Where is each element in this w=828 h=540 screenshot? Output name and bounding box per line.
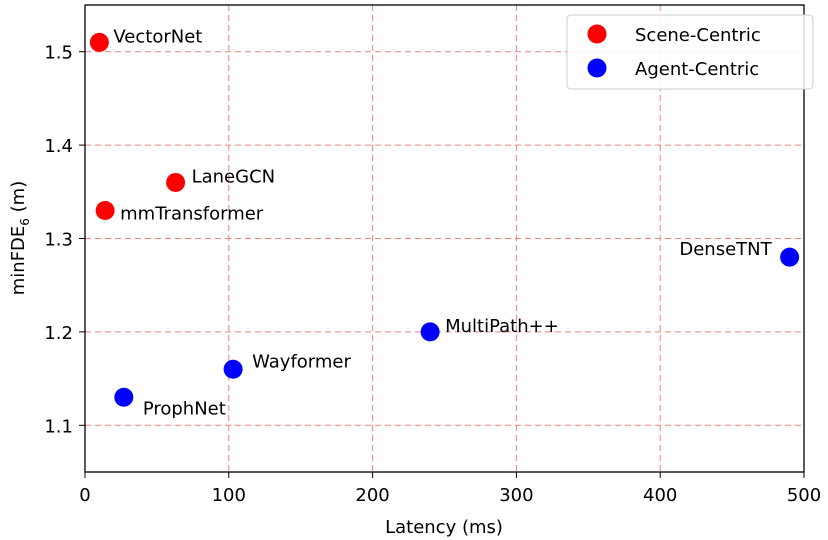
- x-tick-label: 0: [79, 485, 90, 506]
- legend-marker: [587, 24, 607, 44]
- point-label: DenseTNT: [679, 239, 772, 260]
- x-tick-label: 300: [499, 485, 533, 506]
- legend-label: Agent-Centric: [635, 59, 759, 80]
- data-point: [166, 172, 186, 192]
- x-tick-label: 500: [787, 485, 821, 506]
- point-label: LaneGCN: [192, 166, 276, 187]
- data-point: [95, 200, 115, 220]
- legend: Scene-Centric Agent-Centric: [566, 14, 814, 90]
- x-axis-label: Latency (ms): [385, 517, 503, 538]
- x-tick-label: 200: [355, 485, 389, 506]
- x-tick-label: 100: [212, 485, 246, 506]
- points: VectorNet LaneGCN mmTransformer DenseTNT Mul…: [89, 26, 800, 419]
- legend-label: Scene-Centric: [635, 25, 761, 46]
- point-label: ProphNet: [143, 398, 226, 419]
- point-label: mmTransformer: [120, 203, 264, 224]
- point-label: Wayformer: [252, 351, 351, 372]
- data-point: [780, 247, 800, 267]
- x-tick-label: 400: [643, 485, 677, 506]
- ticks: 0 100 200 300 400 500 1.1 1.2 1.3 1.4 1.5: [44, 43, 821, 506]
- y-tick-label: 1.1: [44, 416, 73, 437]
- legend-marker: [587, 58, 607, 78]
- y-axis-label: minFDE6 (m): [8, 181, 32, 295]
- data-point: [223, 359, 243, 379]
- y-tick-label: 1.4: [44, 136, 73, 157]
- point-label: MultiPath++: [445, 316, 559, 337]
- point-label: VectorNet: [113, 26, 202, 47]
- data-point: [89, 32, 109, 52]
- y-tick-label: 1.2: [44, 323, 73, 344]
- plot-frame: [84, 4, 805, 473]
- y-tick-label: 1.5: [44, 43, 73, 64]
- data-point: [420, 322, 440, 342]
- data-point: [114, 387, 134, 407]
- y-tick-label: 1.3: [44, 230, 73, 251]
